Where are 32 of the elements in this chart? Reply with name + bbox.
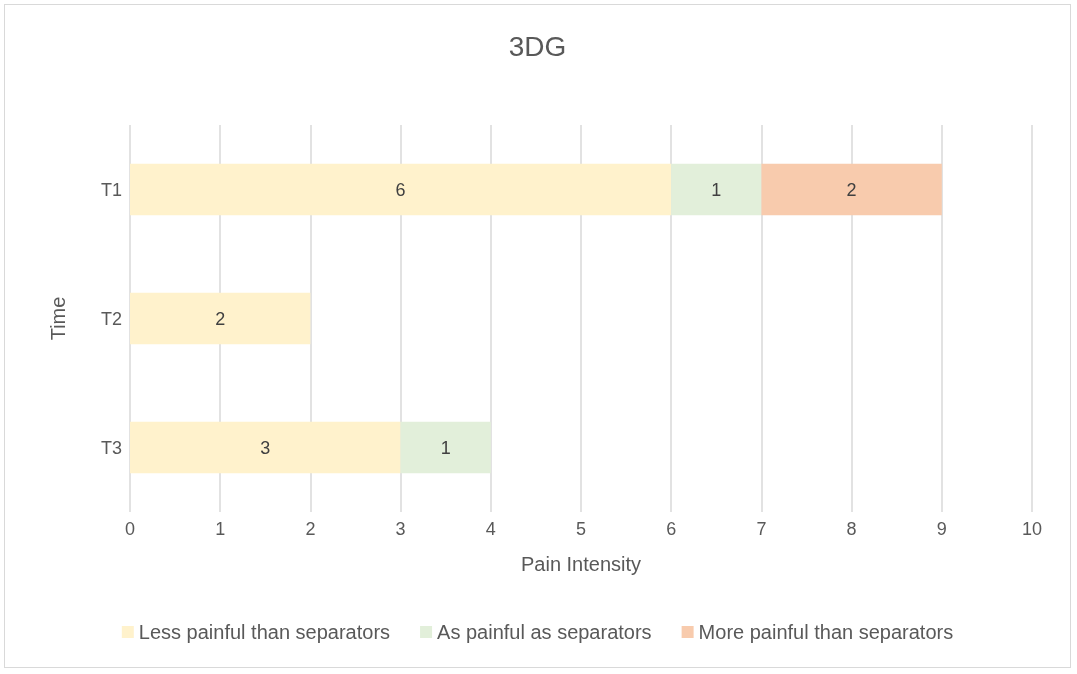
bar — [671, 163, 762, 216]
x-tick-label: 7 — [756, 519, 767, 539]
bar — [130, 163, 672, 216]
chart-title: 3DG — [508, 30, 567, 62]
x-tick-label: 6 — [666, 519, 677, 539]
x-tick-label: 0 — [124, 519, 136, 539]
x-axis-title: Pain Intensity — [520, 553, 642, 575]
bar — [130, 292, 311, 345]
data-label: 6 — [395, 179, 406, 200]
data-label: 1 — [440, 437, 451, 458]
data-label: 2 — [846, 179, 857, 200]
x-tick-label: 2 — [305, 519, 316, 539]
x-tick-label: 5 — [575, 519, 587, 539]
bar — [761, 163, 942, 216]
x-tick-label: 1 — [215, 519, 226, 539]
legend-label: More painful than separators — [698, 621, 954, 643]
data-label: 2 — [215, 308, 226, 329]
y-tick-label: T1 — [100, 179, 122, 200]
x-tick-label: 3 — [395, 519, 406, 539]
bar — [130, 421, 401, 474]
x-tick-label: 9 — [936, 519, 947, 539]
y-tick-label: T3 — [100, 437, 122, 458]
x-tick-label: 10 — [1021, 519, 1043, 539]
x-tick-label: 8 — [846, 519, 857, 539]
bar — [400, 421, 491, 474]
data-label: 3 — [260, 437, 271, 458]
legend-label: Less painful than separators — [138, 621, 391, 643]
data-label: 1 — [711, 179, 722, 200]
y-tick-label: T2 — [100, 308, 122, 329]
legend-label: As painful as separators — [437, 621, 652, 643]
x-tick-label: 4 — [485, 519, 496, 539]
y-axis-title: Time — [47, 296, 69, 341]
